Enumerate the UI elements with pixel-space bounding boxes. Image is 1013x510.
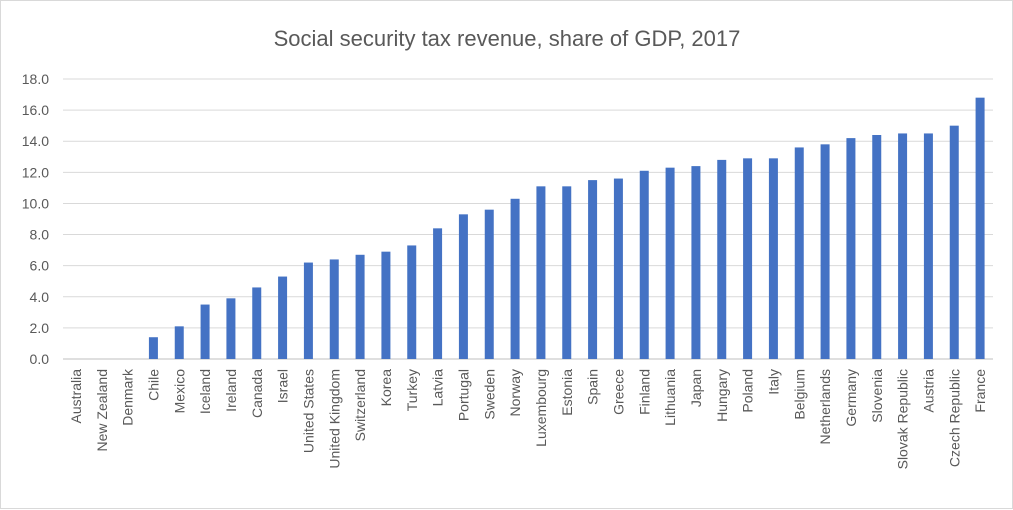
bar-iceland bbox=[200, 304, 210, 359]
x-tick-label: Czech Republic bbox=[946, 369, 962, 467]
bar-hungary bbox=[717, 159, 727, 359]
x-tick-label: Israel bbox=[275, 369, 291, 403]
y-tick-label: 12.0 bbox=[22, 164, 49, 180]
x-tick-label: Germany bbox=[843, 369, 859, 427]
x-tick-label: Netherlands bbox=[817, 369, 833, 445]
bar-italy bbox=[768, 158, 778, 359]
bar-germany bbox=[846, 138, 856, 359]
bar-switzerland bbox=[355, 254, 365, 359]
x-tick-label: Korea bbox=[378, 369, 394, 407]
x-tick-label: Luxembourg bbox=[533, 369, 549, 447]
bar-israel bbox=[278, 276, 288, 359]
y-tick-label: 2.0 bbox=[30, 320, 50, 336]
bar-portugal bbox=[458, 214, 468, 359]
bar-mexico bbox=[174, 326, 184, 359]
bar-luxembourg bbox=[536, 186, 546, 359]
bar-turkey bbox=[407, 245, 417, 359]
y-tick-label: 8.0 bbox=[30, 227, 50, 243]
x-tick-label: Hungary bbox=[714, 369, 730, 422]
x-tick-label: Turkey bbox=[404, 369, 420, 411]
x-tick-label: Greece bbox=[610, 369, 626, 415]
x-tick-label: Slovenia bbox=[869, 369, 885, 423]
bar-united-states bbox=[303, 262, 313, 359]
x-tick-label: United States bbox=[300, 369, 316, 453]
chart-title: Social security tax revenue, share of GD… bbox=[274, 26, 741, 51]
bar-latvia bbox=[433, 228, 443, 359]
x-tick-label: Denmark bbox=[120, 368, 136, 426]
x-tick-label: Norway bbox=[507, 369, 523, 416]
x-tick-label: Slovak Republic bbox=[895, 369, 911, 469]
y-tick-label: 0.0 bbox=[30, 351, 50, 367]
x-tick-label: Switzerland bbox=[352, 369, 368, 441]
x-tick-label: Italy bbox=[765, 369, 781, 395]
bar-canada bbox=[252, 287, 262, 359]
x-tick-label: Spain bbox=[585, 369, 601, 405]
x-tick-label: France bbox=[972, 369, 988, 413]
bar-chile bbox=[148, 337, 158, 359]
bar-greece bbox=[613, 178, 623, 359]
x-tick-label: New Zealand bbox=[94, 369, 110, 452]
x-tick-label: Belgium bbox=[791, 369, 807, 420]
bar-sweden bbox=[484, 209, 494, 359]
x-tick-label: Ireland bbox=[223, 369, 239, 412]
x-tick-label: Australia bbox=[68, 369, 84, 424]
x-tick-label: Mexico bbox=[171, 369, 187, 414]
x-tick-label: Estonia bbox=[559, 369, 575, 416]
bar-czech-republic bbox=[949, 125, 959, 360]
bar-austria bbox=[923, 133, 933, 359]
bar-united-kingdom bbox=[329, 259, 339, 359]
bar-slovak-republic bbox=[898, 133, 908, 359]
bar-norway bbox=[510, 198, 520, 359]
y-tick-label: 10.0 bbox=[22, 195, 49, 211]
bar-ireland bbox=[226, 298, 236, 359]
y-tick-label: 18.0 bbox=[22, 71, 49, 87]
y-tick-label: 4.0 bbox=[30, 289, 50, 305]
x-tick-label: Canada bbox=[249, 369, 265, 418]
x-tick-label: Latvia bbox=[430, 369, 446, 407]
bar-finland bbox=[639, 170, 649, 359]
y-tick-label: 14.0 bbox=[22, 133, 49, 149]
bar-slovenia bbox=[872, 135, 882, 359]
x-tick-label: United Kingdom bbox=[326, 369, 342, 469]
bar-japan bbox=[691, 166, 701, 359]
bar-belgium bbox=[794, 147, 804, 359]
bar-poland bbox=[743, 158, 753, 359]
x-tick-label: Portugal bbox=[455, 369, 471, 421]
x-tick-label: Japan bbox=[688, 369, 704, 407]
y-tick-label: 16.0 bbox=[22, 102, 49, 118]
y-tick-label: 6.0 bbox=[30, 258, 50, 274]
bar-estonia bbox=[562, 186, 572, 359]
x-tick-label: Chile bbox=[145, 369, 161, 401]
bar-spain bbox=[588, 180, 598, 359]
x-tick-label: Lithuania bbox=[662, 369, 678, 426]
x-tick-label: Finland bbox=[636, 369, 652, 415]
bar-lithuania bbox=[665, 167, 675, 359]
bar-france bbox=[975, 97, 985, 360]
x-tick-label: Poland bbox=[740, 369, 756, 413]
x-tick-label: Austria bbox=[920, 369, 936, 413]
x-tick-label: Sweden bbox=[481, 369, 497, 420]
x-tick-label: Iceland bbox=[197, 369, 213, 414]
bar-korea bbox=[381, 251, 391, 359]
bar-netherlands bbox=[820, 144, 830, 359]
